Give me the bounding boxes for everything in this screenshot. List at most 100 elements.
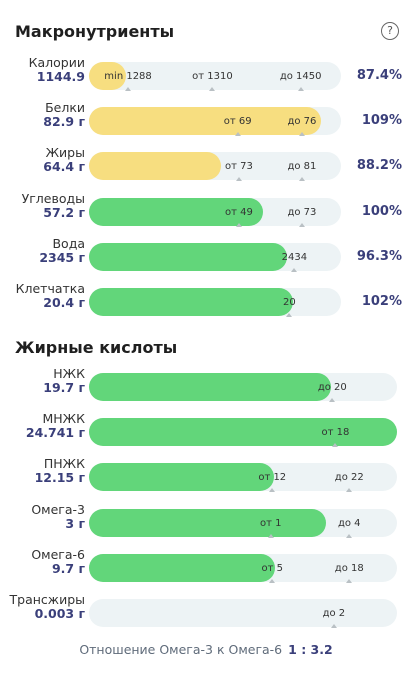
nutrient-percent: 109% bbox=[361, 113, 402, 129]
range-marker-tick-icon bbox=[329, 398, 336, 402]
progress-track: от 69 до 76 bbox=[89, 107, 341, 137]
range-marker-label: до 22 bbox=[334, 472, 364, 484]
nutrient-name: МНЖК bbox=[42, 411, 85, 427]
nutrient-percent: 96.3% bbox=[356, 248, 402, 264]
progress-track: от 1 до 4 bbox=[89, 508, 397, 538]
nutrient-label: ПНЖК 12.15 г bbox=[0, 457, 85, 485]
progress-fill bbox=[89, 152, 222, 181]
nutrient-name: ПНЖК bbox=[43, 456, 85, 472]
progress-fill bbox=[89, 197, 263, 226]
range-marker-tick-icon bbox=[291, 267, 298, 272]
nutrient-label: МНЖК 24.741 г bbox=[0, 412, 85, 440]
range-marker-tick-icon bbox=[234, 132, 241, 137]
range-marker-label: min 1288 bbox=[104, 71, 152, 82]
nutrient-percent: 88.2% bbox=[356, 158, 402, 174]
range-marker-tick-icon bbox=[298, 177, 305, 182]
progress-track: до 2 bbox=[89, 599, 397, 628]
range-marker-label: до 2 bbox=[322, 608, 346, 619]
nutrient-name: Трансжиры bbox=[9, 592, 85, 607]
nutrient-row[interactable]: Углеводы 57.2 г от 49 до 73 100% bbox=[0, 191, 412, 232]
nutrient-name: Омега-6 bbox=[31, 546, 85, 562]
range-marker-tick-icon bbox=[346, 533, 353, 538]
progress-fill bbox=[89, 508, 327, 537]
range-marker-label: от 69 bbox=[223, 116, 252, 128]
nutrient-amount: 12.15 г bbox=[34, 470, 85, 486]
nutrient-label: НЖК 19.7 г bbox=[0, 367, 85, 395]
progress-fill bbox=[89, 288, 294, 316]
macronutrients-title: Макронутриенты bbox=[15, 22, 175, 41]
nutrient-name: Клетчатка bbox=[15, 281, 85, 296]
progress-fill bbox=[89, 107, 321, 136]
range-marker-label: от 73 bbox=[225, 161, 253, 173]
range-marker-tick-icon bbox=[209, 87, 216, 91]
range-marker-label: от 18 bbox=[321, 427, 350, 439]
progress-track: до 20 bbox=[89, 373, 397, 402]
progress-track: 20 bbox=[89, 288, 341, 317]
progress-track: от 73 до 81 bbox=[89, 152, 341, 182]
nutrient-row[interactable]: Омега-3 3 г от 1 до 4 bbox=[0, 501, 412, 543]
nutrient-row[interactable]: Трансжиры 0.003 г до 2 bbox=[0, 593, 412, 633]
nutrient-row[interactable]: Вода 2345 г 2434 96.3% bbox=[0, 236, 412, 277]
range-marker-tick-icon bbox=[298, 222, 305, 227]
nutrient-label: Омега-6 9.7 г bbox=[0, 546, 85, 576]
range-marker-label: до 76 bbox=[287, 116, 317, 128]
progress-track: от 5 до 18 bbox=[89, 553, 397, 583]
range-marker-label: до 73 bbox=[287, 206, 317, 218]
range-marker-tick-icon bbox=[332, 443, 339, 448]
range-marker-tick-icon bbox=[346, 578, 353, 583]
range-marker-tick-icon bbox=[269, 488, 276, 493]
range-marker-tick-icon bbox=[330, 624, 337, 628]
progress-fill bbox=[89, 242, 287, 271]
nutrient-amount: 64.4 г bbox=[43, 159, 85, 175]
nutrient-row[interactable]: Белки 82.9 г от 69 до 76 109% bbox=[0, 101, 412, 141]
range-marker-label: от 1310 bbox=[192, 71, 233, 82]
nutrient-row[interactable]: Жиры 64.4 г от 73 до 81 88.2% bbox=[0, 146, 412, 186]
nutrient-name: Омега-3 bbox=[31, 501, 85, 517]
range-marker-label: до 20 bbox=[317, 382, 347, 393]
range-marker-label: до 18 bbox=[334, 562, 364, 574]
nutrient-amount: 9.7 г bbox=[51, 560, 85, 576]
omega-ratio: Отношение Омега-3 к Омега-6 1 : 3.2 bbox=[0, 642, 412, 657]
nutrient-amount: 3 г bbox=[65, 515, 85, 531]
nutrient-label: Жиры 64.4 г bbox=[0, 146, 85, 174]
progress-fill bbox=[89, 373, 331, 401]
range-marker-tick-icon bbox=[235, 177, 242, 182]
omega-ratio-value: 1 : 3.2 bbox=[288, 642, 333, 657]
nutrient-row[interactable]: Клетчатка 20.4 г 20 102% bbox=[0, 282, 412, 322]
nutrient-amount: 19.7 г bbox=[43, 380, 85, 395]
range-marker-tick-icon bbox=[267, 533, 274, 538]
range-marker-tick-icon bbox=[125, 87, 132, 91]
nutrient-amount: 57.2 г bbox=[43, 204, 85, 220]
nutrient-percent: 102% bbox=[361, 294, 402, 309]
progress-track: min 1288 от 1310 до 1450 bbox=[89, 62, 341, 91]
range-marker-label: до 4 bbox=[337, 517, 361, 529]
nutrient-amount: 2345 г bbox=[39, 249, 85, 265]
range-marker-label: 2434 bbox=[281, 251, 308, 263]
nutrient-row[interactable]: НЖК 19.7 г до 20 bbox=[0, 367, 412, 407]
progress-track: от 18 bbox=[89, 418, 397, 448]
nutrient-label: Углеводы 57.2 г bbox=[0, 191, 85, 220]
range-marker-label: от 1 bbox=[259, 517, 282, 529]
range-marker-label: от 49 bbox=[225, 206, 253, 218]
progress-track: от 12 до 22 bbox=[89, 463, 397, 493]
progress-track: 2434 bbox=[89, 242, 341, 272]
range-marker-label: от 12 bbox=[258, 472, 287, 484]
nutrient-label: Трансжиры 0.003 г bbox=[0, 593, 85, 621]
range-marker-label: до 1450 bbox=[279, 71, 322, 82]
nutrient-row[interactable]: Омега-6 9.7 г от 5 до 18 bbox=[0, 546, 412, 588]
nutrient-percent: 87.4% bbox=[356, 68, 402, 83]
range-marker-label: 20 bbox=[282, 297, 296, 308]
nutrient-row[interactable]: Калории 1144.9 min 1288 от 1310 до 1450 87.4% bbox=[0, 56, 412, 96]
omega-ratio-label: Отношение Омега-3 к Омега-6 bbox=[79, 642, 283, 657]
nutrient-label: Калории 1144.9 bbox=[0, 56, 85, 84]
nutrient-row[interactable]: МНЖК 24.741 г от 18 bbox=[0, 412, 412, 452]
nutrient-percent: 100% bbox=[361, 203, 402, 219]
nutrient-amount: 20.4 г bbox=[43, 295, 85, 310]
nutrient-name: Калории bbox=[28, 55, 85, 70]
range-marker-label: от 5 bbox=[261, 562, 283, 574]
nutrient-label: Клетчатка 20.4 г bbox=[0, 282, 85, 310]
nutrient-row[interactable]: ПНЖК 12.15 г от 12 до 22 bbox=[0, 457, 412, 497]
question-circle-icon[interactable]: ? bbox=[381, 22, 399, 40]
progress-fill bbox=[89, 463, 274, 492]
range-marker-tick-icon bbox=[297, 87, 304, 91]
